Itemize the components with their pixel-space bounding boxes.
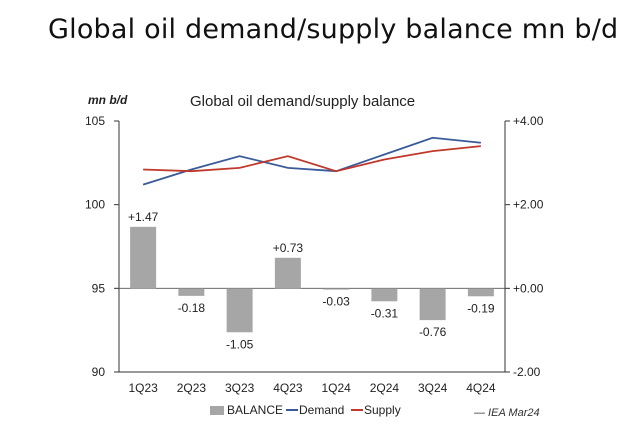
left-tick-label: 95 (92, 281, 106, 295)
x-tick-label: 3Q23 (225, 381, 255, 395)
series-line-supply (143, 145, 481, 173)
right-tick-label: +2.00 (513, 198, 544, 212)
left-tick-label: 90 (92, 365, 106, 379)
right-tick-label: +4.00 (513, 114, 544, 128)
balance-bar (178, 288, 205, 296)
x-tick-label: 2Q24 (370, 381, 400, 395)
x-tick-label: 4Q24 (466, 381, 496, 395)
bar-data-label: -0.19 (467, 301, 495, 315)
bar-data-label: -0.18 (178, 301, 206, 315)
legend-label: Supply (364, 403, 401, 417)
balance-bar (226, 288, 253, 333)
bar-data-label: -0.31 (371, 306, 399, 320)
balance-bar (130, 226, 157, 289)
x-tick-label: 1Q24 (321, 381, 351, 395)
balance-bar (467, 288, 494, 297)
balance-bar (323, 288, 350, 290)
x-tick-label: 3Q24 (418, 381, 448, 395)
source-note: — IEA Mar24 (473, 407, 540, 419)
legend-swatch-balance (210, 406, 224, 415)
bar-data-label: +1.47 (128, 210, 159, 224)
bar-data-label: -0.76 (419, 325, 447, 339)
legend-label: Demand (299, 403, 344, 417)
bar-data-label: -1.05 (226, 337, 254, 351)
page-title: Global oil demand/supply balance mn b/d (48, 14, 619, 45)
legend-label: BALANCE (227, 403, 283, 417)
x-tick-label: 1Q23 (128, 381, 158, 395)
chart-title: Global oil demand/supply balance (190, 93, 415, 110)
left-axis-unit: mn b/d (88, 93, 128, 107)
left-tick-label: 105 (85, 114, 105, 128)
balance-bar (274, 257, 301, 289)
series-line-demand (142, 136, 481, 186)
balance-bar (371, 288, 398, 302)
x-tick-label: 2Q23 (177, 381, 207, 395)
x-tick-label: 4Q23 (273, 381, 303, 395)
bar-data-label: -0.03 (322, 295, 350, 309)
right-tick-label: -2.00 (513, 365, 541, 379)
left-tick-label: 100 (85, 198, 105, 212)
bar-data-label: +0.73 (273, 241, 304, 255)
balance-bar (419, 288, 446, 321)
right-tick-label: +0.00 (513, 281, 544, 295)
